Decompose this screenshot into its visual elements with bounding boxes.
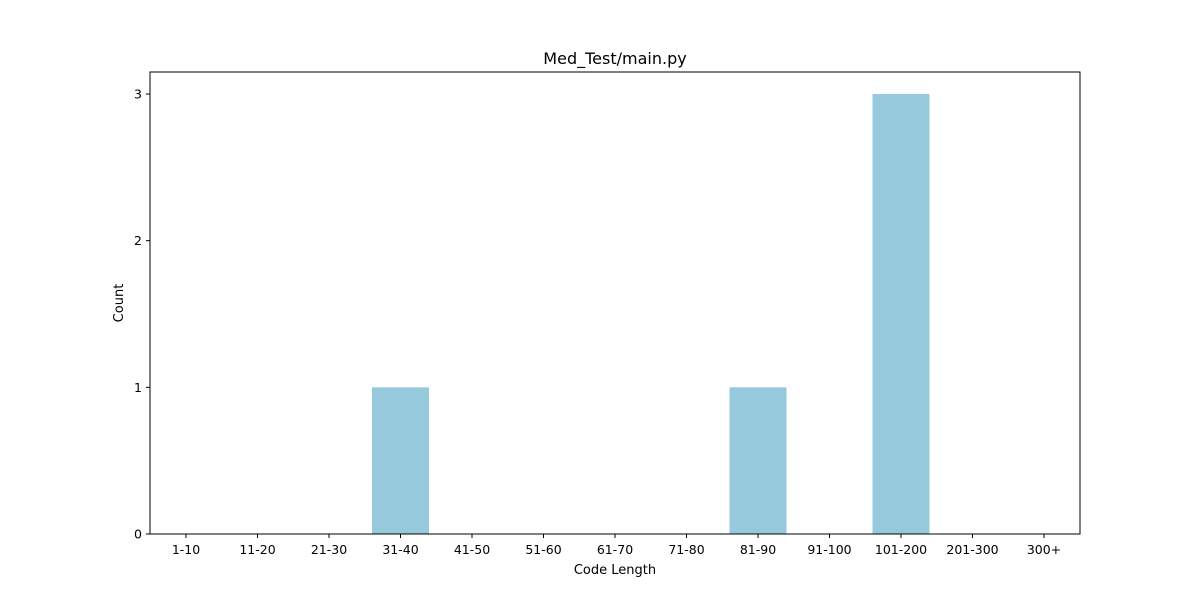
x-tick-label: 31-40 <box>382 542 418 557</box>
x-tick-label: 11-20 <box>239 542 275 557</box>
bar <box>872 94 930 534</box>
y-tick-label: 3 <box>134 87 142 102</box>
x-axis-label: Code Length <box>574 563 656 578</box>
x-tick-label: 300+ <box>1027 542 1061 557</box>
x-tick-label: 61-70 <box>597 542 633 557</box>
x-tick-label: 201-300 <box>946 542 998 557</box>
x-tick-label: 51-60 <box>525 542 561 557</box>
x-tick-label: 91-100 <box>807 542 851 557</box>
y-tick-label: 2 <box>134 233 142 248</box>
y-axis-label: Count <box>112 284 127 323</box>
x-tick-label: 81-90 <box>740 542 776 557</box>
x-tick-label: 101-200 <box>875 542 927 557</box>
y-tick-label: 0 <box>134 527 142 542</box>
chart-title: Med_Test/main.py <box>543 49 686 69</box>
x-tick-label: 1-10 <box>172 542 200 557</box>
x-tick-label: 41-50 <box>454 542 490 557</box>
plot-frame <box>149 71 1081 535</box>
bar <box>372 387 429 534</box>
y-tick-label: 1 <box>134 380 142 395</box>
bars-layer <box>372 94 930 534</box>
x-axis-ticks: 1-10 11-20 21-30 31-40 41-50 51-60 61-70 71-80 8… <box>172 534 1061 557</box>
bar <box>729 387 787 534</box>
x-tick-label: 21-30 <box>311 542 347 557</box>
x-tick-label: 71-80 <box>668 542 704 557</box>
y-axis-ticks: 0 1 2 3 <box>134 87 150 542</box>
